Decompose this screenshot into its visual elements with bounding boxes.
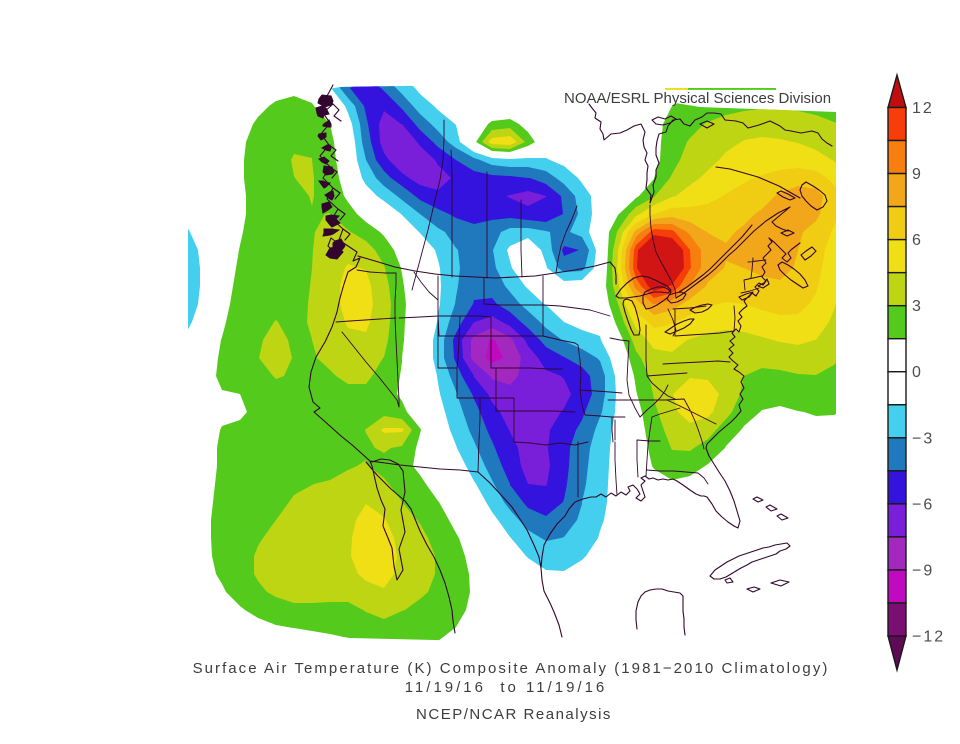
- svg-text:9: 9: [912, 166, 923, 183]
- svg-text:3: 3: [912, 298, 923, 315]
- svg-text:−3: −3: [912, 430, 934, 447]
- svg-text:−12: −12: [912, 629, 945, 646]
- svg-text:−6: −6: [912, 496, 934, 513]
- svg-text:NOAA/ESRL Physical Sciences Di: NOAA/ESRL Physical Sciences Division: [564, 90, 831, 107]
- svg-text:NCEP/NCAR Reanalysis: NCEP/NCAR Reanalysis: [416, 706, 612, 723]
- svg-text:−9: −9: [912, 562, 934, 579]
- svg-text:11/19/16 to 11/19/16: 11/19/16 to 11/19/16: [405, 679, 608, 696]
- svg-text:0: 0: [912, 364, 923, 381]
- svg-text:Surface Air Temperature (K) Co: Surface Air Temperature (K) Composite An…: [193, 660, 830, 677]
- svg-text:6: 6: [912, 232, 923, 249]
- svg-text:12: 12: [912, 100, 934, 117]
